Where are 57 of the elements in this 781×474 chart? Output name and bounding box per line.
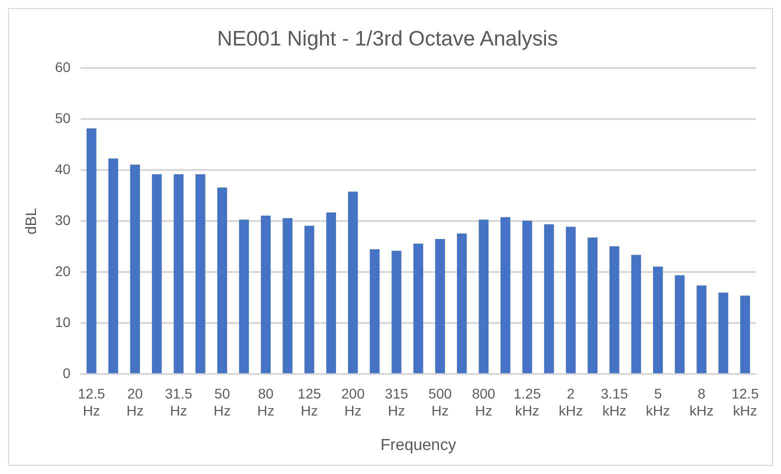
y-tick-label: 10 (54, 314, 71, 330)
x-tick-label: 8 kHz (689, 385, 714, 418)
x-tick-label: 5 kHz (646, 385, 670, 418)
bar (456, 233, 467, 374)
x-tick-label: 315 Hz (384, 385, 408, 418)
y-tick-label: 0 (62, 365, 71, 382)
x-axis-title: Frequency (380, 436, 456, 454)
x-tick-label: 200 Hz (341, 385, 365, 418)
bar (282, 218, 292, 374)
bar (86, 128, 96, 374)
bar (348, 192, 358, 374)
bar (196, 174, 206, 374)
x-tick-label: 31.5 Hz (164, 385, 192, 418)
bar (500, 217, 510, 374)
x-tick-label: 500 Hz (428, 385, 452, 418)
x-tick-label: 3.15 kHz (600, 385, 628, 418)
bar (522, 220, 532, 374)
bar (239, 220, 249, 374)
bar (588, 238, 598, 374)
bar (609, 246, 620, 374)
y-tick-label: 20 (54, 263, 71, 280)
bar (370, 249, 380, 374)
y-tick-label: 30 (54, 212, 71, 228)
bar (718, 292, 728, 374)
y-tick-label: 40 (54, 161, 71, 178)
bar (413, 244, 424, 374)
x-tick-label: 125 Hz (298, 385, 322, 418)
bar (326, 212, 336, 374)
x-tick-label: 1.25 kHz (514, 385, 542, 418)
bar (260, 216, 271, 374)
chart-title: NE001 Night - 1/3rd Octave Analysis (217, 27, 558, 50)
x-tick-label: 80 Hz (257, 385, 274, 418)
bar (392, 250, 402, 374)
bar (653, 266, 663, 374)
x-tick-label: 2 kHz (558, 385, 583, 418)
bar (130, 164, 140, 374)
y-tick-label: 50 (54, 110, 71, 126)
bar (108, 158, 118, 374)
x-tick-label: 800 Hz (472, 385, 496, 418)
bar (435, 239, 445, 374)
x-tick-label: 50 Hz (214, 385, 231, 418)
bar (631, 254, 642, 374)
bar (304, 226, 314, 374)
bar (217, 188, 228, 374)
bar (544, 224, 554, 374)
bar (566, 226, 576, 374)
bar (674, 275, 685, 374)
bar (152, 174, 162, 374)
bar (478, 220, 489, 374)
y-tick-label: 60 (54, 59, 71, 76)
x-tick-label: 20 Hz (126, 385, 144, 418)
y-axis-title: dBL (23, 208, 40, 235)
bar (696, 285, 706, 374)
bar (740, 296, 750, 374)
x-tick-label: 12.5 kHz (731, 385, 759, 418)
bar (174, 174, 184, 374)
x-tick-label: 12.5 Hz (78, 385, 106, 418)
